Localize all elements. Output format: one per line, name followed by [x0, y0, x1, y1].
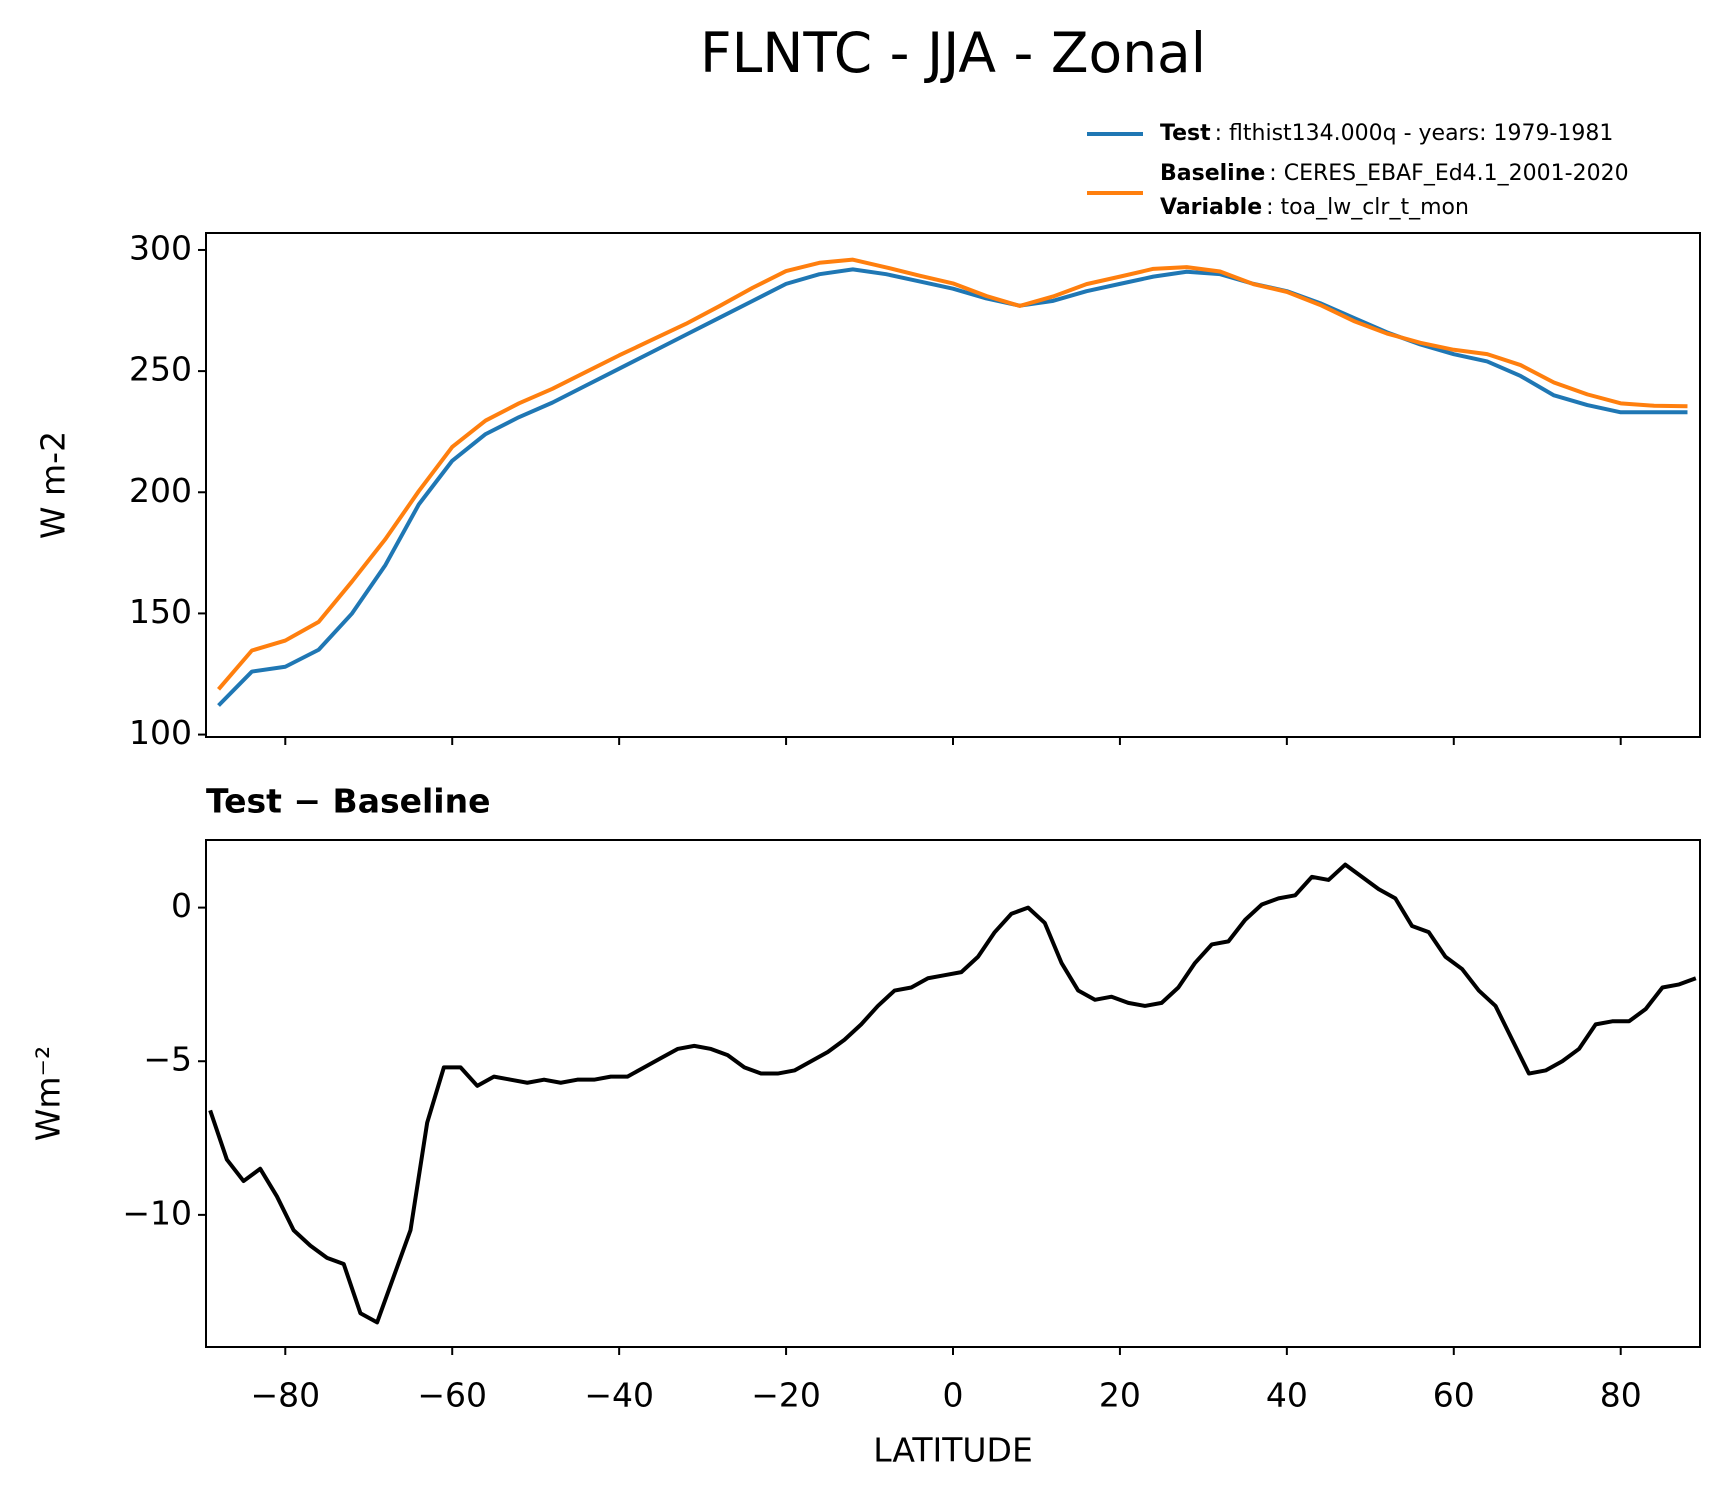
x-axis-label: LATITUDE — [873, 1431, 1033, 1470]
y-tick-label: 150 — [129, 592, 192, 631]
y-tick-label: −10 — [122, 1193, 192, 1232]
figure-title: FLNTC - JJA - Zonal — [700, 21, 1206, 85]
x-tick-label: −20 — [751, 1376, 821, 1415]
y-axis-label: W m-2 — [34, 431, 73, 539]
legend-name: Variable — [1160, 195, 1262, 220]
legend-description: : flthist134.000q - years: 1979-1981 — [1215, 121, 1614, 146]
legend-name: Test — [1160, 121, 1211, 146]
x-tick-label: 80 — [1600, 1376, 1642, 1415]
legend-entry: Test: flthist134.000q - years: 1979-1981 — [1160, 121, 1613, 146]
y-tick-label: 100 — [129, 713, 192, 752]
x-tick-label: −40 — [584, 1376, 654, 1415]
y-tick-label: 200 — [129, 471, 192, 510]
data-line — [217, 267, 1688, 707]
x-tick-label: 20 — [1099, 1376, 1141, 1415]
legend-entry: Baseline: CERES_EBAF_Ed4.1_2001-2020 — [1160, 161, 1629, 186]
data-line — [217, 257, 1688, 691]
y-tick-label: 0 — [171, 886, 192, 925]
y-tick-label: −5 — [143, 1040, 192, 1079]
x-tick-label: −80 — [250, 1376, 320, 1415]
subplot-title: Test − Baseline — [206, 782, 491, 821]
y-tick-label: 250 — [129, 350, 192, 389]
legend-description: : CERES_EBAF_Ed4.1_2001-2020 — [1269, 161, 1628, 186]
y-axis-label: Wm⁻² — [29, 1046, 68, 1141]
x-tick-label: 60 — [1433, 1376, 1475, 1415]
x-tick-label: −60 — [417, 1376, 487, 1415]
y-tick-label: 300 — [129, 228, 192, 267]
legend-description: : toa_lw_clr_t_mon — [1266, 195, 1469, 220]
x-tick-label: 0 — [943, 1376, 964, 1415]
legend-entry: Variable: toa_lw_clr_t_mon — [1160, 195, 1469, 220]
x-tick-label: 40 — [1266, 1376, 1308, 1415]
data-line — [208, 862, 1697, 1325]
legend-name: Baseline — [1160, 161, 1265, 186]
